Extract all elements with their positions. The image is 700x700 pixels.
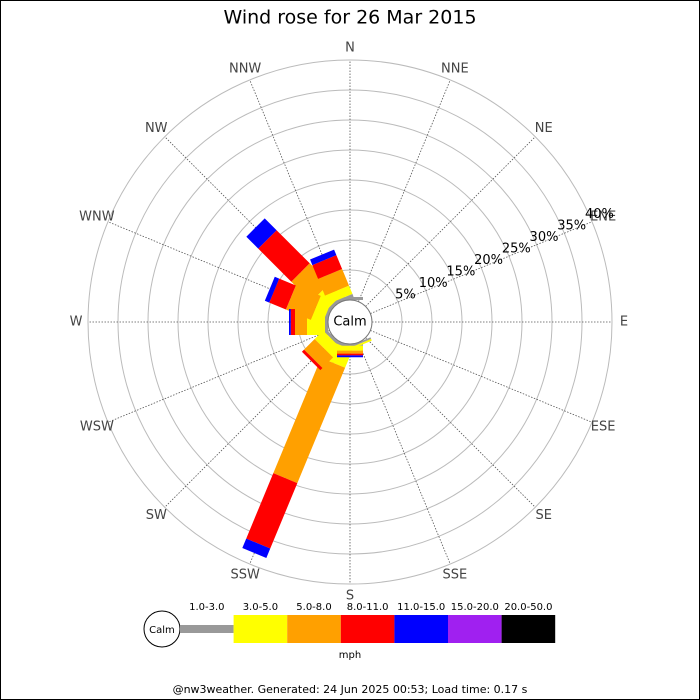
bar-segment <box>304 338 334 368</box>
ring-label: 35% <box>557 219 586 234</box>
bar-segment <box>258 230 310 282</box>
calm-label: Calm <box>333 315 366 330</box>
bar-segment <box>246 473 298 549</box>
direction-label: W <box>70 315 83 330</box>
legend-swatch <box>340 615 395 643</box>
spoke <box>370 221 593 314</box>
ring-label: 15% <box>446 265 475 280</box>
bar-segment <box>264 276 280 303</box>
bar-segment <box>312 255 343 279</box>
bar-segment <box>328 293 354 307</box>
bar-segment <box>310 249 337 266</box>
ring-label: 40% <box>585 207 614 222</box>
direction-label: WNW <box>79 210 115 225</box>
spoke <box>358 79 451 302</box>
chart-title: Wind rose for 26 Mar 2015 <box>223 7 476 29</box>
spoke <box>107 330 330 423</box>
legend-label: 5.0-8.0 <box>296 602 331 613</box>
legend-unit: mph <box>339 650 361 661</box>
ring-label: 20% <box>474 253 503 268</box>
bar-segment <box>301 349 323 371</box>
legend-label: 20.0-50.0 <box>504 602 552 613</box>
bar-segment <box>337 355 363 358</box>
bar-segment <box>337 353 363 356</box>
direction-label: SSE <box>442 568 467 583</box>
spoke <box>365 337 536 508</box>
direction-label: WSW <box>80 419 114 434</box>
direction-label: NNE <box>441 61 469 76</box>
direction-label: ENE <box>590 210 616 225</box>
legend-label: 15.0-20.0 <box>451 602 499 613</box>
bar-segment <box>289 309 291 335</box>
calm-circle <box>327 299 373 345</box>
direction-label: ESE <box>591 419 616 434</box>
ring-label: 5% <box>395 288 416 303</box>
legend-label: 11.0-15.0 <box>397 602 445 613</box>
direction-label: NNW <box>229 61 261 76</box>
legend-swatch <box>233 615 288 643</box>
legend-calm-label: Calm <box>149 625 175 636</box>
direction-label: S <box>346 589 354 604</box>
legend-swatch <box>501 615 556 643</box>
legend-label: 8.0-11.0 <box>347 602 389 613</box>
ring-label: 30% <box>530 230 559 245</box>
direction-label: SW <box>146 508 167 523</box>
legend-swatch <box>394 615 448 643</box>
bar-segment <box>323 328 344 349</box>
ring-label: 10% <box>419 276 448 291</box>
legend-swatch <box>180 625 234 633</box>
bar-segment <box>290 309 295 335</box>
legend-swatch <box>287 615 341 643</box>
ring <box>87 59 613 585</box>
spoke <box>365 136 536 307</box>
legend-swatch <box>448 615 502 643</box>
direction-label: SE <box>536 508 552 523</box>
spoke <box>164 337 335 508</box>
bar-segment <box>269 278 296 310</box>
direction-label: NW <box>145 121 168 136</box>
bar-segment <box>337 350 363 354</box>
bar-segment <box>314 330 342 358</box>
legend-label: 3.0-5.0 <box>243 602 278 613</box>
legend-label: 1.0-3.0 <box>189 602 224 613</box>
bar-segment <box>318 268 349 296</box>
direction-label: N <box>345 41 355 56</box>
ring-label: 25% <box>502 242 531 257</box>
direction-label: NE <box>535 121 553 136</box>
spoke <box>370 330 593 423</box>
footer: @nw3weather. Generated: 24 Jun 2025 00:5… <box>173 683 528 696</box>
bar-segment <box>273 357 346 484</box>
spoke <box>358 342 451 565</box>
direction-label: SSW <box>230 568 260 583</box>
direction-label: E <box>620 315 628 330</box>
bar-segment <box>291 263 330 302</box>
bar-segment <box>324 285 353 304</box>
bar-segment <box>246 218 277 249</box>
bar-segment <box>242 538 271 558</box>
